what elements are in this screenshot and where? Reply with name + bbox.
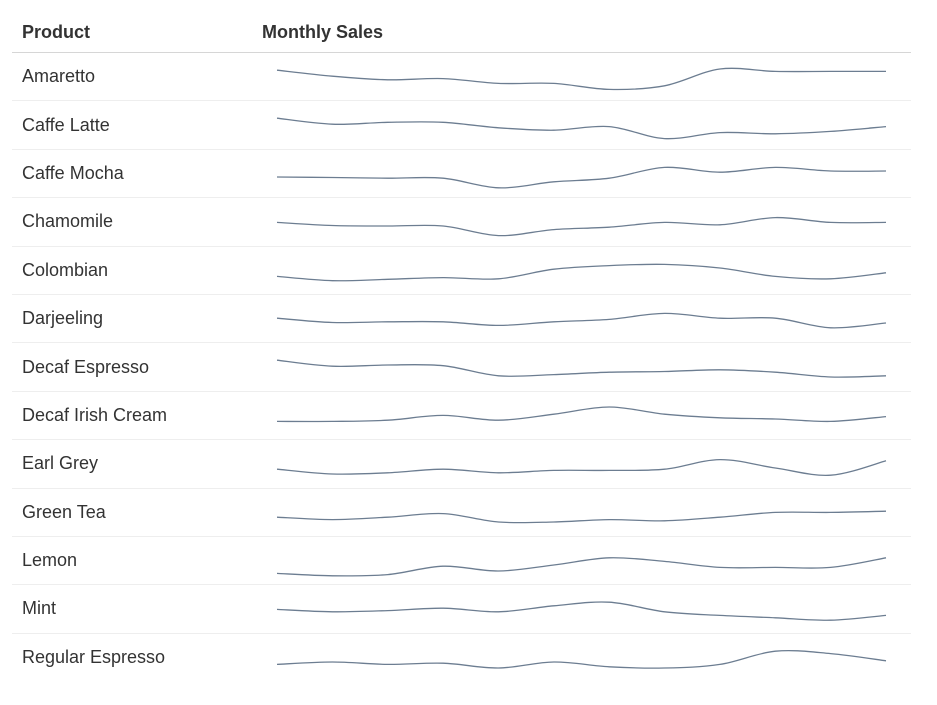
table-row: Caffe Latte	[12, 101, 911, 150]
product-name: Decaf Espresso	[22, 356, 150, 377]
table-row: Earl Grey	[12, 440, 911, 489]
table-row: Caffe Mocha	[12, 149, 911, 199]
product-name: Caffe Mocha	[22, 162, 124, 183]
sparkline-cell	[262, 246, 911, 294]
sparkline-cell	[262, 343, 911, 391]
table-row: Chamomile	[12, 198, 911, 247]
sparkline-chart	[276, 263, 887, 282]
sparkline-cell	[262, 634, 911, 682]
sparkline-chart	[276, 312, 887, 329]
sparkline-chart	[276, 359, 887, 378]
sparkline-chart	[276, 67, 886, 90]
sparkline-line	[276, 167, 887, 189]
sparkline-cell	[262, 101, 911, 149]
table-row: Mint	[12, 585, 911, 634]
sparkline-cell	[262, 585, 911, 633]
sparkline-chart	[276, 406, 887, 423]
sparkline-cell	[262, 149, 911, 197]
table-row: Darjeeling	[12, 295, 911, 344]
product-name: Green Tea	[22, 501, 106, 522]
product-name: Regular Espresso	[22, 647, 166, 668]
sparkline-cell	[262, 488, 911, 536]
sparkline-line	[276, 406, 887, 423]
sparkline-line	[276, 556, 887, 577]
table-row: Colombian	[12, 247, 911, 295]
table-row: Amaretto	[12, 53, 911, 102]
product-name: Caffe Latte	[22, 114, 110, 135]
sparkline-chart	[276, 601, 887, 621]
sparkline-cell	[262, 391, 911, 439]
product-name: Mint	[22, 598, 57, 619]
sparkline-cell	[262, 198, 911, 246]
sparkline-chart	[276, 167, 887, 189]
sparkline-line	[276, 67, 886, 90]
product-name: Chamomile	[22, 211, 114, 232]
product-column-header[interactable]: Product	[22, 21, 91, 42]
sparkline-line	[276, 312, 887, 329]
table-header: Product Monthly Sales	[12, 12, 911, 53]
table-row: Green Tea	[12, 489, 911, 537]
product-name: Amaretto	[22, 66, 96, 87]
sparkline-line	[276, 649, 887, 669]
sparkline-cell	[262, 53, 911, 101]
table-row: Decaf Espresso	[12, 343, 911, 392]
sparkline-chart	[276, 216, 887, 237]
sparkline-line	[276, 216, 887, 237]
table-row: Regular Espresso	[12, 634, 911, 682]
product-name: Darjeeling	[22, 308, 104, 329]
table-row: Decaf Irish Cream	[12, 391, 911, 441]
sparkline-line	[276, 359, 887, 378]
product-name: Earl Grey	[22, 453, 99, 474]
sparkline-chart	[276, 458, 887, 476]
sparkline-chart	[276, 117, 887, 140]
sparkline-chart	[276, 649, 887, 669]
sales-table: Product Monthly Sales Amaretto Caffe Latt…	[12, 12, 911, 682]
product-name: Decaf Irish Cream	[22, 404, 168, 425]
sparkline-line	[276, 458, 887, 476]
product-name: Lemon	[22, 550, 78, 571]
sparkline-chart	[276, 510, 887, 524]
sparkline-cell	[262, 440, 911, 488]
sparkline-line	[276, 510, 887, 524]
table-row: Lemon	[12, 537, 911, 586]
table-body: Amaretto Caffe Latte Caffe Mocha Chamomile C…	[12, 53, 911, 682]
monthly-sales-column-header[interactable]: Monthly Sales	[262, 21, 384, 42]
sparkline-line	[276, 601, 887, 621]
sparkline-chart	[276, 556, 887, 577]
sparkline-cell	[262, 537, 911, 585]
product-name: Colombian	[22, 259, 109, 280]
sparkline-cell	[262, 295, 911, 343]
sparkline-line	[276, 263, 887, 282]
sparkline-line	[276, 117, 887, 140]
